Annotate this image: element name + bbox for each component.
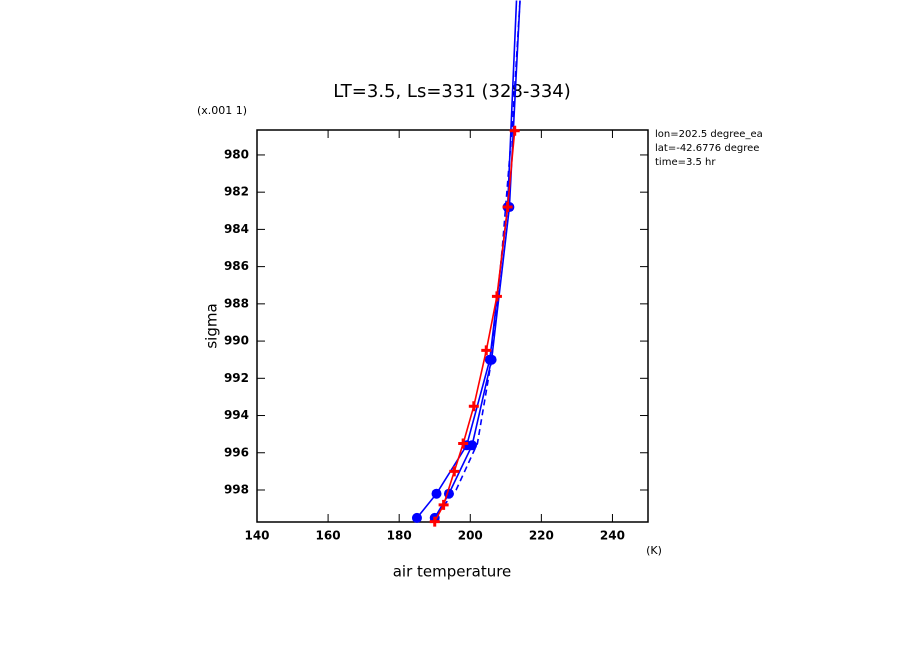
point [491,291,502,302]
x-axis-label: air temperature [393,563,512,581]
y-tick-label: 986 [224,259,249,273]
x-units: (K) [646,544,662,557]
y-tick-label: 982 [224,185,249,199]
y-tick-label: 996 [224,445,249,459]
y-tick-label: 998 [224,482,249,496]
annotation: lat=-42.6776 degree [655,143,759,154]
y-tick-label: 992 [224,371,249,385]
point [438,499,449,510]
chart-title: LT=3.5, Ls=331 (328-334) [333,81,571,102]
point [468,401,479,412]
point [481,345,492,356]
point [431,488,442,499]
plot-frame [256,129,649,523]
point [467,440,478,451]
point [458,438,469,449]
y-tick-label: 984 [224,222,249,236]
point [449,466,460,477]
series-line [430,0,521,523]
x-tick-label: 240 [600,529,625,543]
annotation: time=3.5 hr [655,157,716,168]
x-tick-label: 200 [458,529,483,543]
x-tick-label: 160 [316,529,341,543]
y-tick-label: 994 [224,408,249,422]
point [509,125,520,136]
point [486,354,497,365]
x-tick-label: 180 [387,529,412,543]
y-tick-label: 990 [224,334,249,348]
y-tick-label: 988 [224,296,249,310]
annotation: lon=202.5 degree_ea [655,129,763,140]
y-axis-label: sigma [203,303,221,348]
point [411,512,422,523]
point [502,202,513,213]
y-tick-label: 980 [224,147,249,161]
y-multiplier: (x.001 1) [197,104,247,117]
x-tick-label: 220 [529,529,554,543]
x-tick-label: 140 [244,529,269,543]
point [429,516,440,527]
